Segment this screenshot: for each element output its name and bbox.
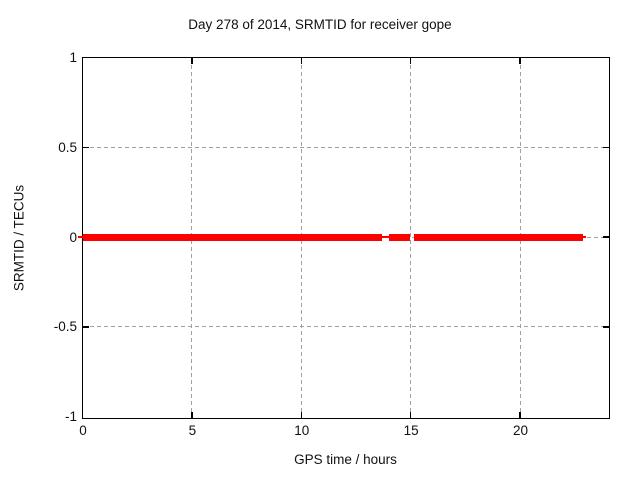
chart-title: Day 278 of 2014, SRMTID for receiver gop… [188, 17, 452, 32]
x-tick [300, 57, 302, 64]
data-band-segment [78, 236, 83, 238]
x-tick [409, 57, 412, 64]
data-band-segment [413, 233, 583, 241]
data-band-segment [388, 233, 410, 241]
plot-area [78, 56, 610, 419]
y-tick [602, 146, 609, 148]
y-tick-label: -0.5 [53, 319, 77, 335]
x-gridline [410, 57, 412, 418]
x-tick [519, 57, 521, 64]
y-tick-label: 1 [69, 50, 77, 65]
data-band-segment [382, 236, 389, 238]
y-tick [602, 236, 609, 238]
x-tick-label: 10 [294, 423, 310, 438]
x-tick-label: 20 [512, 423, 529, 438]
y-tick-label: 0 [69, 229, 77, 245]
x-tick [519, 411, 521, 418]
y-tick [82, 326, 89, 328]
y-tick-label: -1 [64, 409, 77, 424]
x-tick-label: 0 [79, 423, 87, 438]
x-axis-label: GPS time / hours [294, 452, 397, 467]
y-gridline [82, 326, 609, 328]
x-tick [191, 411, 193, 418]
x-tick [409, 411, 412, 418]
y-tick [602, 326, 609, 328]
y-gridline [82, 146, 609, 148]
x-tick-label: 15 [403, 423, 419, 438]
x-tick-label: 5 [188, 423, 197, 438]
data-band-segment [82, 233, 383, 241]
y-tick-label: 0.5 [58, 139, 77, 155]
x-tick [191, 57, 193, 64]
y-tick [82, 146, 89, 148]
x-tick [300, 411, 302, 418]
data-band-segment [582, 236, 586, 238]
